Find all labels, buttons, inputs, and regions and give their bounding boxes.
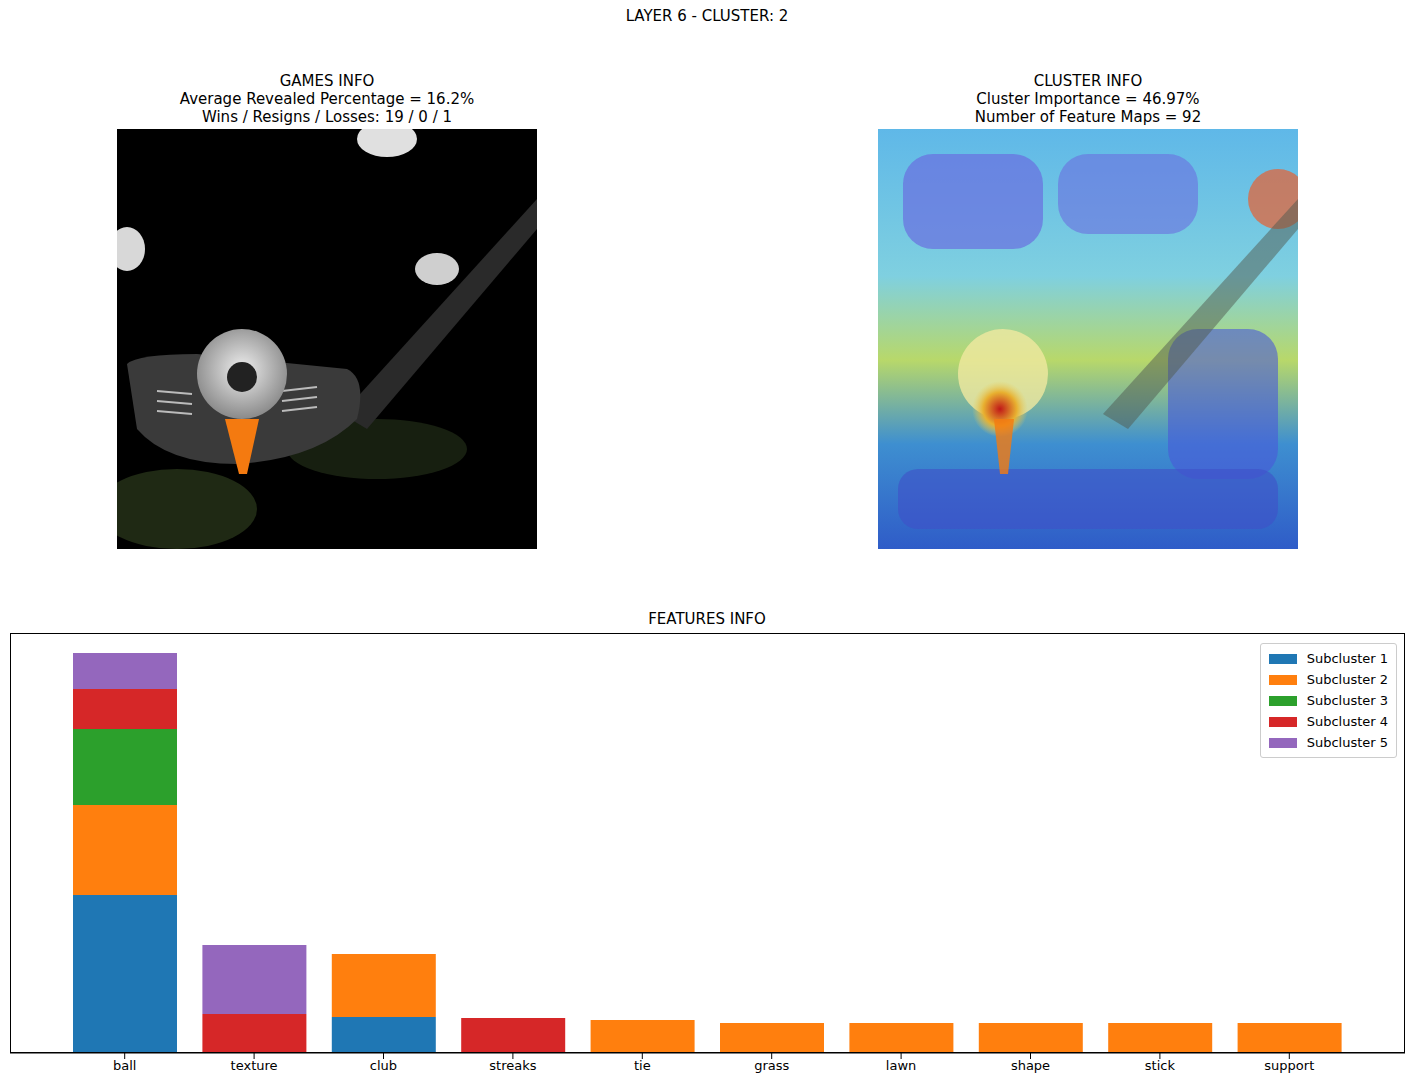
svg-text:texture: texture	[231, 1058, 278, 1073]
html-text:Cluster Importance = 46.97%: Cluster Importance = 46.97%	[976, 90, 1200, 108]
html-text:Number of Feature Maps = 92: Number of Feature Maps = 92	[974, 108, 1202, 126]
html-text:Subcluster 4: Subcluster 4	[1306, 714, 1388, 729]
html-text:Subcluster 5: Subcluster 5	[1306, 735, 1388, 750]
svg-text:club: club	[370, 1058, 397, 1073]
svg-text:support: support	[1264, 1058, 1314, 1073]
svg-text:grass: grass	[754, 1058, 789, 1073]
svg-text:tie: tie	[634, 1058, 651, 1073]
html-text:Subcluster 3: Subcluster 3	[1306, 693, 1388, 708]
html-text:Average Revealed Percentage =: Average Revealed Percentage = 16.2%	[179, 90, 475, 108]
svg-text:shape: shape	[1011, 1058, 1050, 1073]
svg-text:stick: stick	[1145, 1058, 1176, 1073]
html-text:Subcluster 2: Subcluster 2	[1306, 672, 1388, 687]
html-text:Subcluster 1: Subcluster 1	[1306, 651, 1388, 666]
html-text:FEATURES INFO: FEATURES INFO	[648, 610, 766, 628]
html-text:CLUSTER INFO: CLUSTER INFO	[1033, 72, 1143, 90]
svg-text:lawn: lawn	[886, 1058, 916, 1073]
html-text:LAYER 6 - CLUSTER: 2: LAYER 6 - CLUSTER: 2	[625, 7, 789, 25]
svg-text:ball: ball	[113, 1058, 136, 1073]
html-text:Wins / Resigns / Losses: 19 /: Wins / Resigns / Losses: 19 / 0 / 1	[202, 108, 452, 126]
html-text:GAMES INFO: GAMES INFO	[279, 72, 375, 90]
svg-text:streaks: streaks	[489, 1058, 536, 1073]
